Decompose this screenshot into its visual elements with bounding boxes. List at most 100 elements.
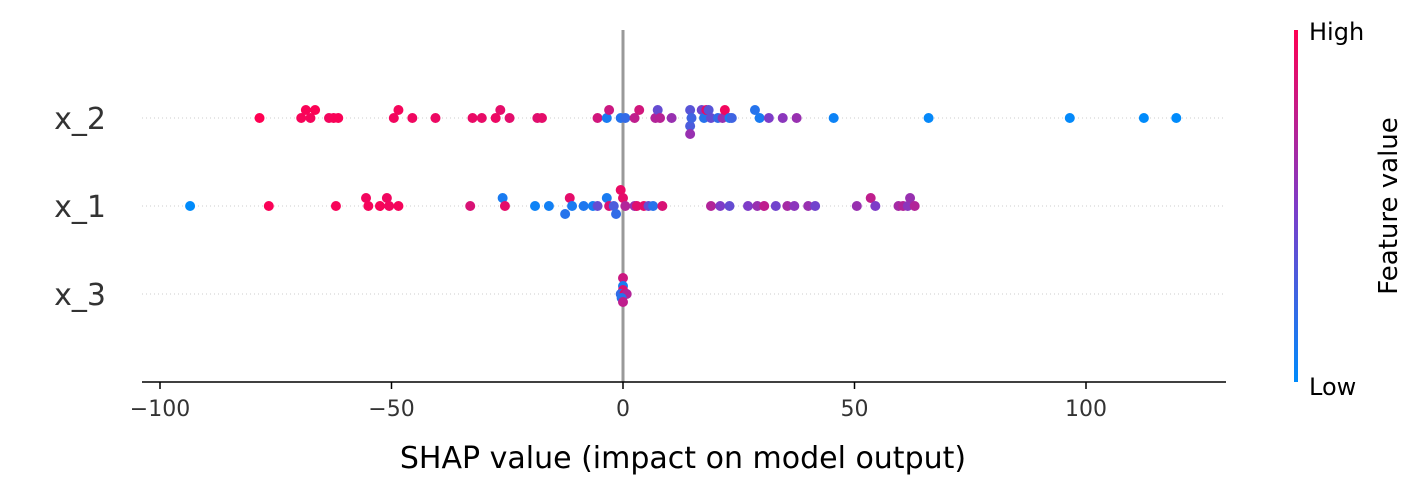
point-x2-28 <box>655 113 666 123</box>
point-x1-39 <box>770 201 781 211</box>
point-x2-43 <box>726 113 737 123</box>
point-x1-2 <box>330 201 341 211</box>
x-tick-label-50: 50 <box>841 397 869 422</box>
point-x2-52 <box>1138 113 1149 123</box>
point-x2-33 <box>686 113 697 123</box>
point-x1-15 <box>564 193 575 203</box>
shap-points <box>185 105 1182 307</box>
point-x2-11 <box>430 113 441 123</box>
point-x2-0 <box>254 113 265 123</box>
point-x2-53 <box>1171 113 1182 123</box>
point-x2-45 <box>754 113 765 123</box>
point-x1-51 <box>909 201 920 211</box>
colorbar: High Low Feature value <box>1294 18 1404 401</box>
point-x1-23 <box>611 209 622 219</box>
point-x3-0 <box>618 273 628 283</box>
point-x2-37 <box>703 105 714 115</box>
point-x2-10 <box>407 113 418 123</box>
feature-labels: x_2 x_1 x_3 <box>54 102 106 313</box>
point-x2-3 <box>305 113 316 123</box>
point-x1-8 <box>393 201 404 211</box>
feature-label-x1: x_1 <box>54 190 106 225</box>
x-tick-label-100: 100 <box>1065 397 1107 422</box>
point-x1-6 <box>381 193 392 203</box>
point-x2-44 <box>749 105 760 115</box>
point-x1-12 <box>530 201 541 211</box>
point-x2-19 <box>592 113 603 123</box>
point-x1-50 <box>905 193 916 203</box>
point-x2-12 <box>467 113 478 123</box>
point-x1-26 <box>620 201 631 211</box>
point-x1-46 <box>870 201 881 211</box>
colorbar-high-label: High <box>1309 18 1364 46</box>
point-x1-13 <box>543 201 554 211</box>
point-x1-40 <box>782 201 793 211</box>
x-axis-title: SHAP value (impact on model output) <box>400 441 966 476</box>
point-x1-1 <box>263 201 274 211</box>
point-x1-38 <box>759 201 770 211</box>
point-x3-7 <box>618 297 628 307</box>
point-x2-46 <box>763 113 774 123</box>
x-tick-label-neg50: −50 <box>368 397 414 422</box>
feature-label-x3: x_3 <box>54 278 106 313</box>
point-x2-41 <box>719 105 730 115</box>
point-x1-16 <box>567 201 578 211</box>
point-x2-47 <box>777 113 788 123</box>
point-x2-23 <box>620 113 631 123</box>
point-x2-21 <box>604 105 615 115</box>
point-x2-4 <box>310 105 321 115</box>
point-x1-41 <box>789 201 800 211</box>
point-x2-40 <box>717 113 728 123</box>
point-x1-45 <box>865 193 876 203</box>
point-x2-13 <box>476 113 487 123</box>
point-x2-35 <box>699 113 710 123</box>
point-x1-42 <box>803 201 814 211</box>
point-x1-37 <box>752 201 763 211</box>
point-x1-4 <box>363 201 374 211</box>
point-x1-0 <box>185 201 196 211</box>
point-x1-10 <box>497 193 508 203</box>
point-x2-16 <box>504 113 515 123</box>
point-x1-22 <box>608 201 619 211</box>
point-x1-11 <box>499 201 510 211</box>
point-x2-7 <box>333 113 344 123</box>
point-x1-19 <box>592 201 603 211</box>
x-tick-label-0: 0 <box>616 397 630 422</box>
point-x1-44 <box>851 201 862 211</box>
point-x1-9 <box>465 201 476 211</box>
point-x1-43 <box>810 201 821 211</box>
point-x2-14 <box>490 113 501 123</box>
x-axis-ticks <box>159 382 1087 389</box>
point-x2-49 <box>828 113 839 123</box>
point-x1-25 <box>618 193 628 203</box>
point-x1-24 <box>615 185 626 195</box>
point-x2-38 <box>705 113 716 123</box>
x-axis-tick-labels: −100 −50 0 50 100 <box>130 397 1107 422</box>
feature-row-gridlines <box>142 117 1226 295</box>
point-x1-33 <box>705 201 716 211</box>
point-x2-51 <box>1064 113 1075 123</box>
point-x2-27 <box>652 105 663 115</box>
point-x2-18 <box>536 113 547 123</box>
x-tick-label-neg100: −100 <box>130 397 190 422</box>
point-x1-36 <box>743 201 754 211</box>
colorbar-low-label: Low <box>1309 373 1356 401</box>
point-x1-28 <box>631 201 642 211</box>
point-x2-2 <box>300 105 311 115</box>
point-x2-29 <box>666 113 677 123</box>
point-x2-32 <box>685 129 696 139</box>
point-x1-34 <box>715 201 726 211</box>
point-x1-7 <box>384 201 395 211</box>
point-x1-49 <box>902 201 913 211</box>
point-x2-30 <box>685 105 696 115</box>
point-x2-24 <box>629 113 640 123</box>
point-x2-48 <box>791 113 802 123</box>
point-x1-31 <box>648 201 659 211</box>
point-x2-20 <box>601 113 612 123</box>
point-x2-9 <box>393 105 404 115</box>
point-x2-1 <box>296 113 307 123</box>
point-x1-17 <box>578 201 589 211</box>
colorbar-title: Feature value <box>1374 117 1404 295</box>
point-x2-31 <box>685 121 696 131</box>
